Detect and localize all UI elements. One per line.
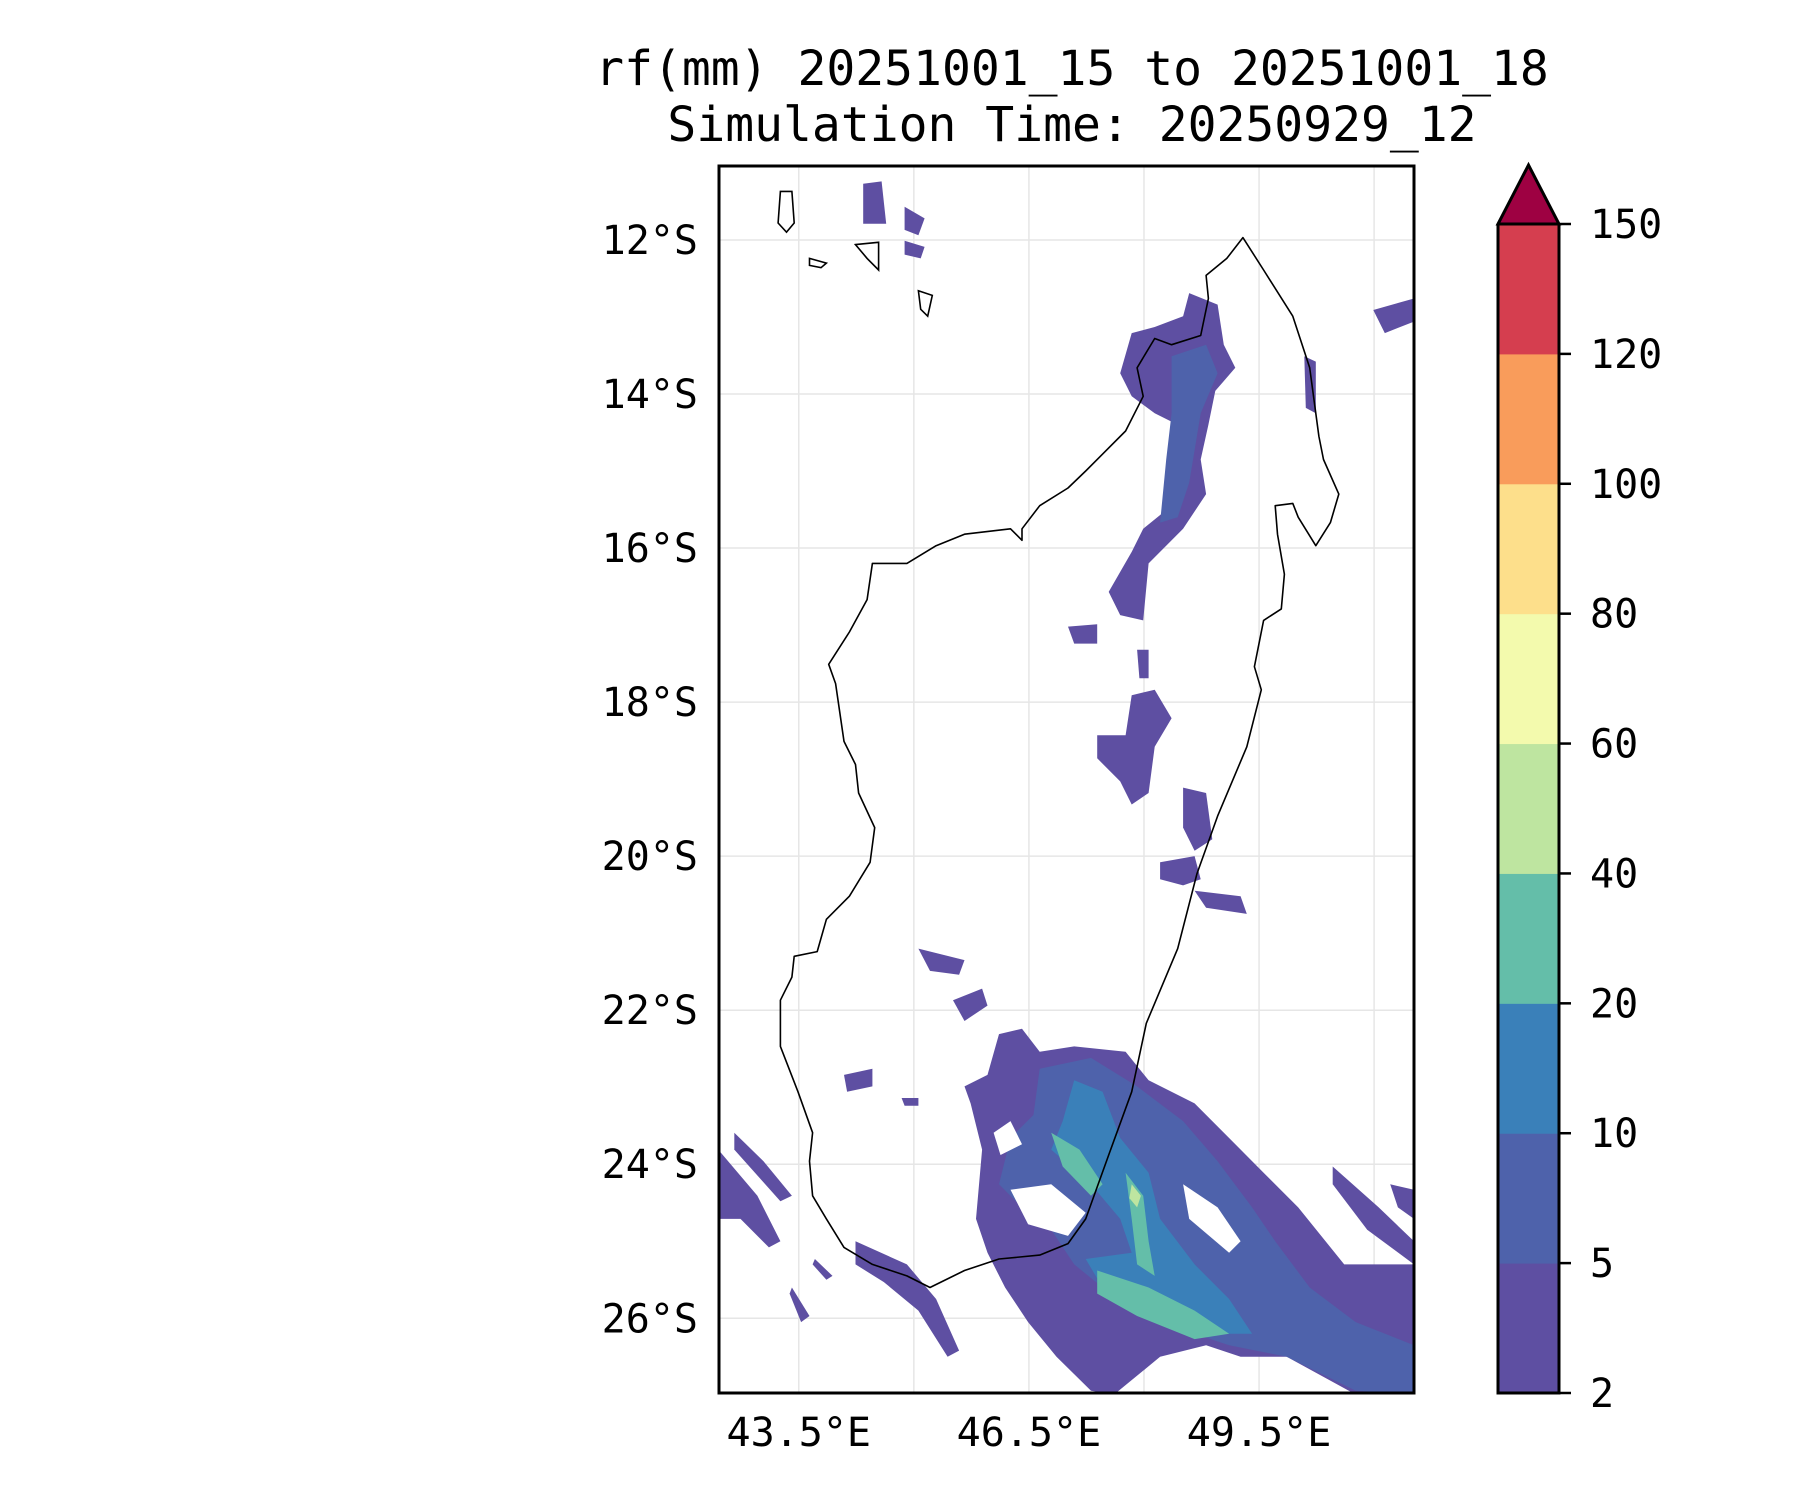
lat-tick-label: 20°S [602, 834, 698, 880]
rain-contour-40-60mm [1129, 1184, 1141, 1208]
rain-contour-2-5mm [1137, 649, 1149, 679]
lat-tick-label: 26°S [602, 1296, 698, 1342]
dry-gap [993, 1121, 1022, 1155]
title-line-1: rf(mm) 20251001_15 to 20251001_18 [595, 41, 1549, 97]
rain-contour-2-5mm [789, 1287, 810, 1323]
rain-contour-2-5mm [1097, 689, 1172, 805]
dry-gap [1183, 1184, 1241, 1253]
colorbar-segment-10-20 [1498, 1003, 1559, 1134]
lat-tick-label: 16°S [602, 526, 698, 572]
colorbar-tick-label: 60 [1590, 722, 1638, 768]
colorbar-segment-100-120 [1498, 353, 1559, 485]
rain-contour-2-5mm [901, 1098, 919, 1106]
rain-contour-5-10mm [1160, 344, 1218, 523]
island-coastline [917, 289, 934, 318]
colorbar-segment-5-10 [1498, 1133, 1559, 1264]
rain-contour-2-5mm [719, 1150, 781, 1248]
rain-contour-2-5mm [812, 1259, 833, 1280]
lat-tick-label: 18°S [602, 680, 698, 726]
rain-contour-2-5mm [855, 1241, 960, 1357]
rain-contour-2-5mm [1373, 298, 1414, 334]
rain-contour-2-5mm [863, 181, 887, 224]
madagascar-coastline [779, 236, 1340, 1289]
rainfall-contours [719, 181, 1414, 1393]
lat-tick-label: 14°S [602, 372, 698, 418]
rain-contour-2-5mm [734, 1132, 792, 1202]
rain-contour-2-5mm [953, 988, 988, 1021]
colorbar-tick-label: 5 [1590, 1241, 1614, 1287]
colorbar-segment-120-150 [1498, 224, 1559, 355]
colorbar-tick-label: 120 [1590, 332, 1662, 378]
map-axes: 12°S 14°S 16°S 18°S 20°S 22°S 24°S 26°S 43.5°E 46… [602, 218, 1332, 1456]
rain-contour-20-40mm [1051, 1132, 1103, 1196]
rain-contour-2-5mm [1068, 624, 1098, 644]
lat-tick-label: 22°S [602, 988, 698, 1034]
rain-contour-2-5mm [1304, 356, 1316, 414]
rain-contour-2-5mm [1332, 1166, 1414, 1265]
rain-contour-2-5mm [1183, 787, 1213, 851]
colorbar-tick-label: 80 [1590, 592, 1638, 638]
colorbar-tick-label: 40 [1590, 851, 1638, 897]
rain-contour-10-20mm [1051, 1080, 1253, 1334]
colorbar-tick-label: 100 [1590, 462, 1662, 508]
rain-contour-2-5mm [904, 240, 925, 259]
map-frame [717, 164, 1416, 1395]
colorbar-segment-2-5 [1498, 1263, 1559, 1394]
colorbar-tick-label: 20 [1590, 981, 1638, 1027]
rain-contour-2-5mm [1160, 856, 1201, 886]
colorbar-tick-label: 2 [1590, 1371, 1614, 1417]
colorbar-segment-20-40 [1498, 873, 1559, 1004]
colorbar-segment-60-80 [1498, 613, 1559, 745]
colorbar-segment-80-100 [1498, 483, 1559, 615]
colorbar: 2 5 10 20 40 60 80 100 120 150 [1495, 161, 1662, 1417]
rain-contour-20-40mm [1097, 1270, 1230, 1340]
colorbar-tick-label: 10 [1590, 1111, 1638, 1157]
island-coastline [853, 241, 880, 272]
rain-contour-2-5mm [1390, 1184, 1414, 1219]
map-area [719, 166, 1414, 1393]
lat-tick-label: 24°S [602, 1142, 698, 1188]
colorbar-extend-arrow [1495, 161, 1562, 226]
colorbar-tick-label: 150 [1590, 202, 1662, 248]
rain-contour-2-5mm [844, 1068, 873, 1092]
lon-tick-label: 43.5°E [727, 1410, 872, 1456]
lat-tick-label: 12°S [602, 218, 698, 264]
island-coastline [777, 190, 796, 234]
lon-tick-label: 49.5°E [1187, 1410, 1332, 1456]
colorbar-outline [1496, 224, 1561, 1395]
lon-tick-label: 46.5°E [957, 1410, 1102, 1456]
rain-contour-2-5mm [1194, 890, 1247, 914]
dry-gap [1010, 1184, 1086, 1236]
rain-contour-2-5mm [918, 948, 965, 975]
coastlines [777, 190, 1340, 1289]
title-line-2: Simulation Time: 20250929_12 [667, 97, 1476, 153]
rain-contour-2-5mm [904, 206, 925, 236]
colorbar-segment-40-60 [1498, 743, 1559, 874]
island-coastline [808, 257, 829, 269]
